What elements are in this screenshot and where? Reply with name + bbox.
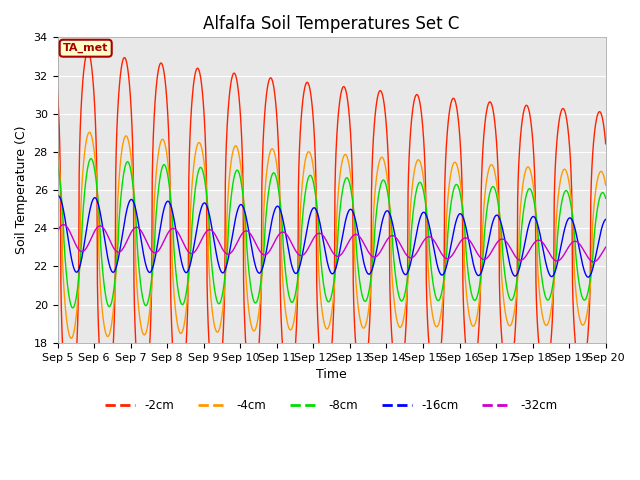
- -8cm: [602, 195, 609, 201]
- -16cm: [54, 193, 61, 199]
- Text: TA_met: TA_met: [63, 43, 108, 53]
- -2cm: [54, 88, 61, 94]
- -8cm: [54, 161, 61, 167]
- -2cm: [119, 57, 127, 62]
- -8cm: [225, 229, 232, 235]
- -16cm: [584, 274, 592, 280]
- -16cm: [120, 224, 127, 230]
- -4cm: [477, 276, 485, 282]
- -16cm: [88, 198, 96, 204]
- -32cm: [60, 222, 67, 228]
- Legend: -2cm, -4cm, -8cm, -16cm, -32cm: -2cm, -4cm, -8cm, -16cm, -32cm: [100, 395, 563, 417]
- -32cm: [224, 252, 232, 257]
- -8cm: [87, 156, 95, 161]
- -4cm: [88, 137, 96, 143]
- -8cm: [120, 170, 127, 176]
- -4cm: [119, 140, 127, 146]
- -4cm: [602, 182, 609, 188]
- -32cm: [602, 244, 609, 250]
- -16cm: [224, 256, 232, 262]
- -2cm: [225, 106, 232, 112]
- -32cm: [589, 259, 597, 264]
- Line: -32cm: -32cm: [58, 225, 605, 262]
- -2cm: [477, 194, 485, 200]
- -2cm: [84, 49, 92, 55]
- -16cm: [433, 259, 440, 264]
- Title: Alfalfa Soil Temperatures Set C: Alfalfa Soil Temperatures Set C: [204, 15, 460, 33]
- -16cm: [119, 229, 127, 235]
- -32cm: [88, 233, 96, 239]
- -8cm: [433, 296, 440, 301]
- -2cm: [88, 71, 96, 77]
- -16cm: [477, 270, 485, 276]
- Line: -2cm: -2cm: [58, 52, 605, 408]
- -2cm: [433, 375, 440, 381]
- -32cm: [433, 241, 440, 247]
- -2cm: [120, 55, 127, 61]
- -4cm: [225, 189, 232, 195]
- -2cm: [66, 406, 74, 411]
- -4cm: [67, 336, 75, 341]
- Line: -16cm: -16cm: [58, 196, 605, 277]
- Y-axis label: Soil Temperature (C): Soil Temperature (C): [15, 126, 28, 254]
- -4cm: [120, 137, 127, 143]
- -4cm: [54, 144, 61, 150]
- Line: -4cm: -4cm: [58, 132, 605, 338]
- -32cm: [54, 228, 61, 234]
- -4cm: [433, 324, 440, 330]
- Line: -8cm: -8cm: [58, 158, 605, 308]
- -8cm: [69, 305, 77, 311]
- -16cm: [602, 216, 609, 222]
- -4cm: [86, 130, 93, 135]
- -16cm: [54, 193, 62, 199]
- -32cm: [477, 255, 485, 261]
- -8cm: [119, 175, 127, 181]
- -32cm: [119, 246, 127, 252]
- -32cm: [120, 245, 127, 251]
- X-axis label: Time: Time: [316, 368, 347, 381]
- -2cm: [602, 141, 609, 146]
- -8cm: [88, 157, 96, 163]
- -8cm: [477, 271, 485, 277]
